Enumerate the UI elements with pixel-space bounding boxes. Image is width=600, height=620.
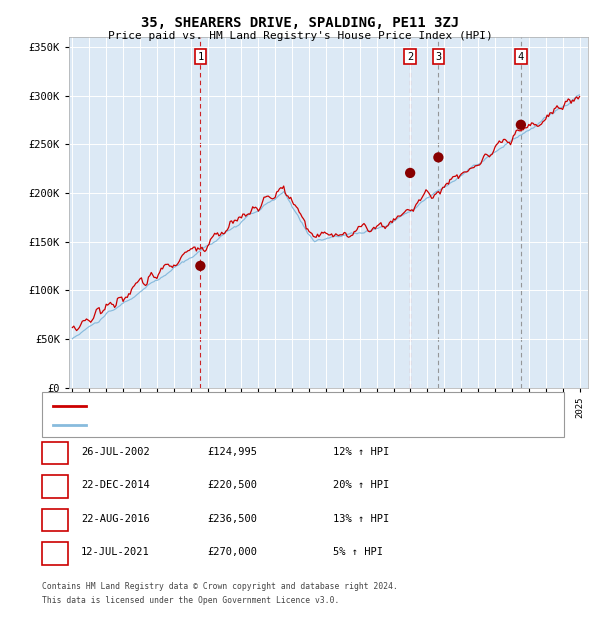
Text: 22-DEC-2014: 22-DEC-2014 [81, 480, 150, 490]
Point [406, 168, 415, 178]
Point [196, 261, 205, 271]
Text: 13% ↑ HPI: 13% ↑ HPI [333, 514, 389, 524]
Text: £270,000: £270,000 [207, 547, 257, 557]
Text: 1: 1 [197, 51, 203, 61]
Text: 3: 3 [435, 51, 442, 61]
Text: 4: 4 [518, 51, 524, 61]
Text: 3: 3 [52, 515, 58, 525]
Text: £236,500: £236,500 [207, 514, 257, 524]
Text: 26-JUL-2002: 26-JUL-2002 [81, 447, 150, 457]
Text: 1: 1 [52, 448, 58, 458]
Point [434, 153, 443, 162]
Text: 4: 4 [52, 549, 58, 559]
Text: 22-AUG-2016: 22-AUG-2016 [81, 514, 150, 524]
Text: 35, SHEARERS DRIVE, SPALDING, PE11 3ZJ: 35, SHEARERS DRIVE, SPALDING, PE11 3ZJ [141, 16, 459, 30]
Text: 12% ↑ HPI: 12% ↑ HPI [333, 447, 389, 457]
Text: 20% ↑ HPI: 20% ↑ HPI [333, 480, 389, 490]
Text: £220,500: £220,500 [207, 480, 257, 490]
Text: This data is licensed under the Open Government Licence v3.0.: This data is licensed under the Open Gov… [42, 596, 340, 605]
Text: Price paid vs. HM Land Registry's House Price Index (HPI): Price paid vs. HM Land Registry's House … [107, 31, 493, 41]
Text: 12-JUL-2021: 12-JUL-2021 [81, 547, 150, 557]
Text: HPI: Average price, detached house, South Holland: HPI: Average price, detached house, Sout… [92, 420, 355, 429]
Text: Contains HM Land Registry data © Crown copyright and database right 2024.: Contains HM Land Registry data © Crown c… [42, 582, 398, 591]
Text: £124,995: £124,995 [207, 447, 257, 457]
Text: 2: 2 [52, 482, 58, 492]
Text: 2: 2 [407, 51, 413, 61]
Text: 5% ↑ HPI: 5% ↑ HPI [333, 547, 383, 557]
Text: 35, SHEARERS DRIVE, SPALDING, PE11 3ZJ (detached house): 35, SHEARERS DRIVE, SPALDING, PE11 3ZJ (… [92, 401, 388, 410]
Point [516, 120, 526, 130]
